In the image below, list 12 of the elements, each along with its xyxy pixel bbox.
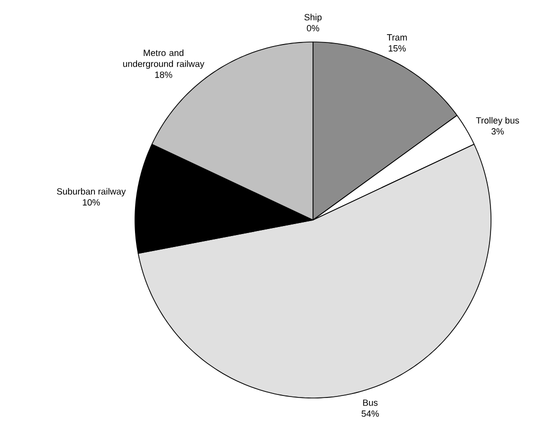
data-label: 3% [491,128,504,135]
slice-label: Bus [363,400,378,406]
slice-label: Metro and underground railway [123,49,204,69]
data-label: 10% [82,199,100,206]
data-label: 54% [362,410,379,417]
slice-label: Suburban railway [56,188,126,196]
slice-label: Trolley bus [476,116,520,126]
text: 0% [306,25,320,32]
data-label: 18% [155,72,172,78]
slice-label: Tram [386,34,407,41]
category-label: Ship [304,14,322,22]
data-label: 15% [388,45,406,52]
